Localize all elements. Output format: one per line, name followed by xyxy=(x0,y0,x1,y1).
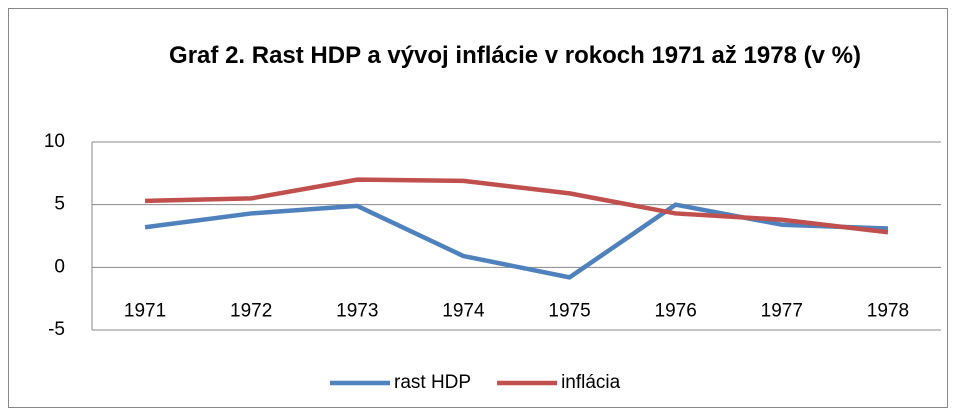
x-tick-label: 1971 xyxy=(124,300,166,321)
y-tick-label: 0 xyxy=(54,256,65,277)
x-tick-label: 1977 xyxy=(761,300,803,321)
legend-label: inflácia xyxy=(561,372,621,393)
y-tick-label: 5 xyxy=(54,194,65,215)
x-tick-label: 1972 xyxy=(230,300,272,321)
legend-label: rast HDP xyxy=(394,372,471,393)
x-tick-label: 1973 xyxy=(336,300,378,321)
data-line xyxy=(144,202,889,280)
y-tick-label: 10 xyxy=(44,131,65,152)
x-tick-label: 1976 xyxy=(655,300,697,321)
chart-border xyxy=(8,8,948,408)
x-tick-label: 1978 xyxy=(867,300,909,321)
chart-title: Graf 2. Rast HDP a vývoj inflácie v roko… xyxy=(169,42,861,69)
x-tick-label: 1975 xyxy=(548,300,590,321)
data-line xyxy=(145,177,889,235)
y-tick-label: -5 xyxy=(48,319,65,340)
x-tick-label: 1974 xyxy=(442,300,485,321)
